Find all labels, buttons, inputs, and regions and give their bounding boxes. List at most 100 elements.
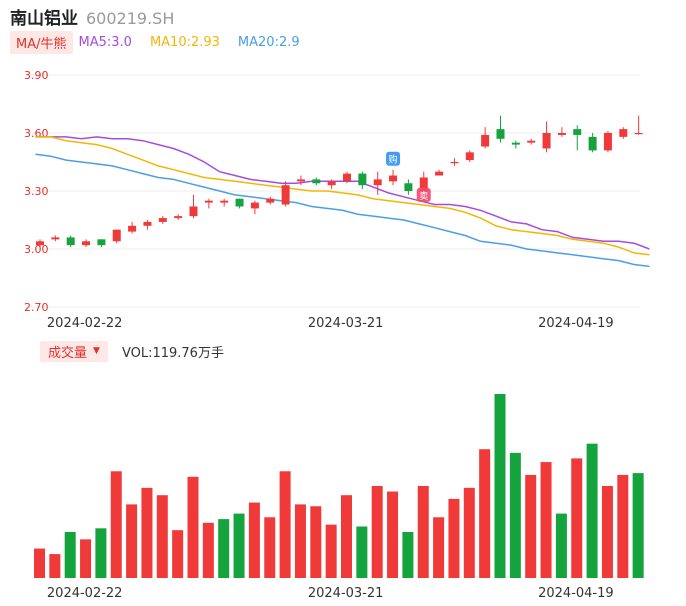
volume-bar xyxy=(632,473,644,578)
candle-body xyxy=(158,218,167,222)
marker-glyph: 卖 xyxy=(419,191,428,202)
chevron-down-icon: ▼ xyxy=(93,346,100,356)
volume-bar xyxy=(218,519,230,578)
candle xyxy=(619,127,628,139)
volume-bar xyxy=(248,502,260,578)
ma20-legend: MA20:2.9 xyxy=(237,34,300,50)
candle-body xyxy=(419,177,428,191)
volume-bar xyxy=(34,548,45,578)
candle-body xyxy=(36,241,44,246)
candle xyxy=(465,150,474,162)
candle-body xyxy=(112,229,121,242)
candle-body xyxy=(481,134,490,147)
ma-toggle-button[interactable]: MA/牛熊 xyxy=(10,30,73,54)
candle-body xyxy=(66,237,75,246)
volume-bar xyxy=(202,522,214,578)
candle xyxy=(97,239,106,248)
volume-bar xyxy=(264,517,276,578)
candle xyxy=(435,169,444,176)
candle-body xyxy=(174,216,183,219)
volume-bar xyxy=(325,524,337,578)
volume-bar xyxy=(233,513,245,578)
volume-bar xyxy=(463,487,475,578)
volume-bar xyxy=(555,513,567,578)
volume-bar xyxy=(310,506,322,578)
candle xyxy=(189,194,198,219)
candle-body xyxy=(250,202,259,209)
y-tick-label: 2.70 xyxy=(24,301,49,314)
volume-toggle-button[interactable]: 成交量 ▼ xyxy=(40,340,108,362)
volume-bar xyxy=(172,530,184,578)
volume-bar xyxy=(417,486,429,578)
candle-body xyxy=(327,181,336,186)
ma10-legend: MA10:2.93 xyxy=(149,34,220,50)
candle-body xyxy=(557,133,566,135)
x-tick-label: 2024-03-21 xyxy=(308,586,384,601)
volume-bar xyxy=(479,449,491,578)
candle-body xyxy=(189,206,198,217)
candle-body xyxy=(358,173,367,186)
candle xyxy=(542,121,551,153)
volume-legend: 成交量 ▼ VOL:119.76万手 xyxy=(40,340,224,362)
candle-body xyxy=(404,183,413,191)
volume-bar xyxy=(356,526,368,578)
candle-body xyxy=(389,175,398,182)
x-tick-label: 2024-03-21 xyxy=(308,316,384,331)
volume-bar xyxy=(80,539,92,578)
sell-marker-icon: 卖 xyxy=(416,187,431,202)
candle xyxy=(588,133,597,153)
candle xyxy=(128,221,137,234)
ma-line-ma5 xyxy=(35,136,650,250)
price-chart[interactable]: 3.90 3.60 3.30 3.00 2.70 购卖 2024-02-22 2024-03-… xyxy=(0,0,686,335)
candle-body xyxy=(143,221,152,226)
y-tick-label: 3.90 xyxy=(24,69,49,82)
candle xyxy=(450,158,459,166)
y-tick-label: 3.30 xyxy=(24,185,49,198)
ma-line-ma10 xyxy=(35,136,650,256)
candle xyxy=(266,196,275,205)
volume-bar xyxy=(156,495,168,578)
volume-bar xyxy=(601,486,613,578)
candle xyxy=(281,181,290,207)
candle xyxy=(250,200,259,215)
candle xyxy=(36,239,44,248)
volume-bar xyxy=(95,528,107,578)
candle xyxy=(143,220,152,230)
candle-body xyxy=(511,142,520,145)
volume-chart[interactable]: 2024-02-22 2024-03-21 2024-04-19 xyxy=(0,366,686,606)
volume-bar xyxy=(371,486,383,578)
ma-line-ma20 xyxy=(35,153,650,268)
candle-body xyxy=(619,129,628,137)
candle-body xyxy=(128,225,137,232)
volume-bar xyxy=(141,487,153,578)
candle xyxy=(373,171,382,195)
candle xyxy=(634,115,643,135)
x-tick-label: 2024-02-22 xyxy=(47,586,123,601)
volume-bar xyxy=(110,471,122,578)
candle-body xyxy=(235,198,244,207)
buy-marker-icon: 购 xyxy=(386,151,401,166)
candle-body xyxy=(465,152,474,161)
candle xyxy=(557,127,566,137)
stock-header: 南山铝业 600219.SH xyxy=(10,4,175,29)
candle-body xyxy=(573,129,582,135)
candle xyxy=(481,127,490,149)
stock-code: 600219.SH xyxy=(86,9,175,28)
volume-bar xyxy=(540,462,552,578)
candle xyxy=(603,131,612,153)
volume-bar xyxy=(433,517,445,578)
volume-bar xyxy=(448,498,460,578)
candle-body xyxy=(97,239,106,246)
candle-body xyxy=(51,237,60,240)
volume-bar xyxy=(49,554,61,578)
candle-body xyxy=(634,133,643,135)
candle-body xyxy=(220,200,229,203)
marker-badge xyxy=(416,187,431,202)
ma-legend: MA/牛熊 MA5:3.0 MA10:2.93 MA20:2.9 xyxy=(10,30,318,54)
candle xyxy=(312,177,321,186)
volume-bar xyxy=(187,476,199,578)
candle xyxy=(358,171,367,190)
marker-badge xyxy=(386,151,401,166)
candle xyxy=(343,171,351,184)
candle xyxy=(174,214,183,220)
